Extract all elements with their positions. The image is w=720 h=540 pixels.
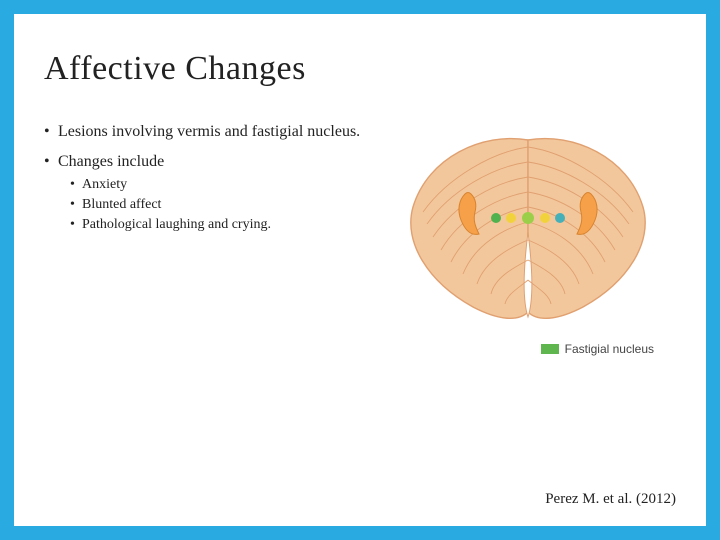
slide-frame: Affective Changes Lesions involving verm… xyxy=(0,0,720,540)
nucleus-dot xyxy=(540,213,550,223)
content-row: Lesions involving vermis and fastigial n… xyxy=(44,122,676,356)
bullet-text: Changes include xyxy=(58,153,164,170)
legend-swatch xyxy=(541,344,559,354)
sub-bullet-text: Blunted affect xyxy=(82,197,161,212)
bullet-item: Changes include Anxiety Blunted affect P… xyxy=(44,152,364,235)
legend-label: Fastigial nucleus xyxy=(565,342,654,356)
cerebellum-diagram xyxy=(393,122,663,332)
sub-bullet-item: Anxiety xyxy=(70,176,364,194)
citation-text: Perez M. et al. (2012) xyxy=(545,491,676,508)
slide-title: Affective Changes xyxy=(44,50,676,88)
nucleus-dot xyxy=(491,213,501,223)
sub-bullet-list: Anxiety Blunted affect Pathological laug… xyxy=(58,176,364,235)
bullet-text: Lesions involving vermis and fastigial n… xyxy=(58,123,360,140)
nucleus-dot xyxy=(506,213,516,223)
sub-bullet-item: Pathological laughing and crying. xyxy=(70,216,364,234)
nucleus-dot xyxy=(555,213,565,223)
slide-content: Affective Changes Lesions involving verm… xyxy=(14,14,706,526)
nucleus-dot xyxy=(522,212,534,224)
text-column: Lesions involving vermis and fastigial n… xyxy=(44,122,364,245)
sub-bullet-item: Blunted affect xyxy=(70,196,364,214)
figure-legend: Fastigial nucleus xyxy=(541,342,654,356)
sub-bullet-text: Anxiety xyxy=(82,177,127,192)
bullet-item: Lesions involving vermis and fastigial n… xyxy=(44,122,364,142)
sub-bullet-text: Pathological laughing and crying. xyxy=(82,217,271,232)
bullet-list: Lesions involving vermis and fastigial n… xyxy=(44,122,364,235)
figure-column: Fastigial nucleus xyxy=(380,122,676,356)
